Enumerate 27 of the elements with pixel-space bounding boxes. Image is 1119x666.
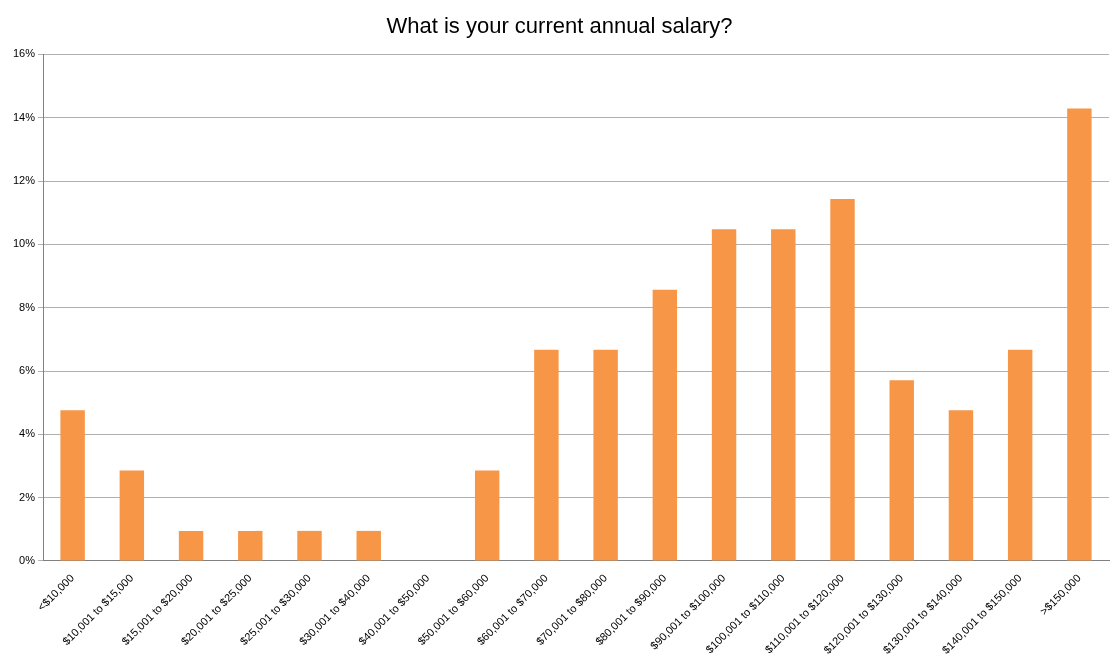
y-tick-label: 10% [12,237,36,250]
y-tick-label: 14% [12,110,36,123]
bar [1007,349,1033,561]
bar [238,530,263,561]
bar [534,349,559,561]
bar [178,530,204,561]
bar [889,380,914,561]
bar [593,349,618,561]
y-tick-label: 4% [19,427,36,440]
bar [60,410,85,561]
bar [711,229,737,561]
y-tick-label: 6% [19,364,36,377]
chart-title: What is your current annual salary? [386,13,733,39]
bar [356,530,381,561]
y-tick-label: 8% [19,300,36,313]
y-tick-label: 16% [12,47,36,60]
y-tick-label: 2% [19,490,36,503]
bar [948,410,974,561]
bar [119,470,145,561]
bar [297,530,322,561]
y-tick-label: 12% [12,174,36,187]
y-tick-label: 0% [19,554,36,566]
bar [474,470,500,561]
bar [1067,108,1092,561]
bar [652,289,678,561]
bar [771,229,796,561]
bar [830,199,855,561]
